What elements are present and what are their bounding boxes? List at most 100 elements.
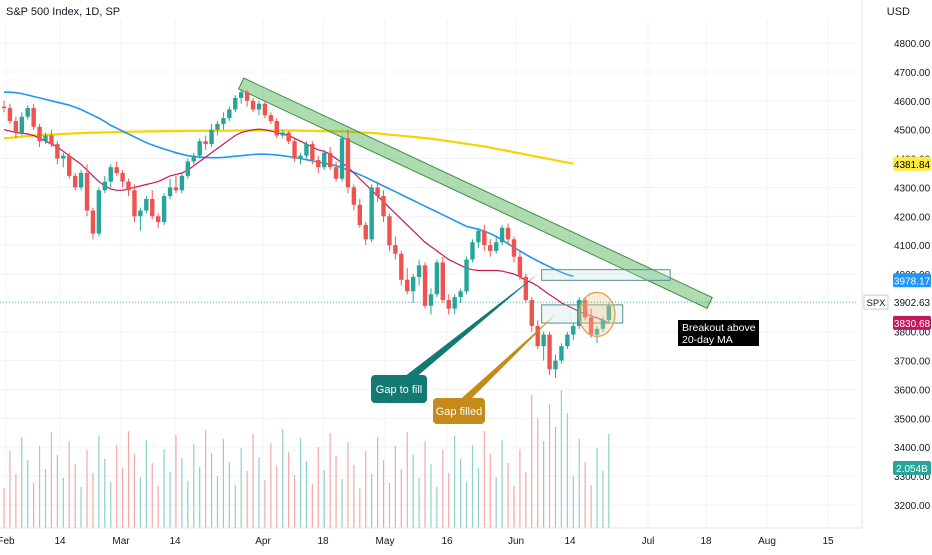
x-tick-label: 14 [564,536,576,547]
svg-text:Breakout above: Breakout above [682,322,756,334]
candles [1,89,612,378]
volume-bar [205,430,207,528]
candle-body [476,230,481,243]
candle-body [209,129,214,145]
volume-bar [169,472,171,528]
volume-bar [430,464,432,528]
ma200-line [3,129,574,165]
candle-body [155,216,161,223]
candle-body [393,245,398,254]
x-tick-label: 15 [822,536,834,547]
volume-bar [525,472,527,528]
volume-bar [80,487,82,528]
volume-bar [110,482,112,528]
x-tick-label: May [376,536,395,547]
candle-body [84,172,90,211]
volume-bar [442,450,444,528]
candle-body [102,181,108,191]
volume-bar [471,445,474,528]
volume-bar [228,462,230,528]
volume-bar [560,390,563,528]
y-tick-label: 4600.00 [894,97,931,108]
candle-body [535,325,540,347]
volume-bar [139,477,141,528]
volume-bar [127,431,130,528]
volume-bar [317,447,319,528]
candle-body [179,175,185,191]
candle-body [203,141,208,145]
candle-body [215,123,220,130]
candle-body [357,204,362,225]
candle-body [43,135,48,142]
price-tag-ma20-level: 3830.68 [893,315,931,330]
volume-bar [157,486,159,528]
volume-bar [62,478,64,528]
volume-bar [353,465,355,528]
candle-body [161,196,167,223]
volume-bar [311,484,313,528]
candle-body [523,276,529,300]
svg-text:2.054B: 2.054B [896,464,928,475]
gap-to-fill-label: Gap to fill [371,375,427,403]
volume-bar [21,437,23,528]
x-tick-label: 14 [54,536,66,547]
volume-bar [44,469,47,528]
volume-bar [258,457,260,528]
volume-bar [543,441,545,528]
trendline-channel [237,77,713,309]
gap-filled-label: Gap filled [433,398,485,424]
x-tick-label: Feb [0,536,15,547]
breakout-circle [578,291,616,338]
candle-body [173,187,179,191]
y-tick-label: 3800.00 [894,328,931,339]
candle-body [96,190,102,234]
x-tick-label: Jul [642,536,655,547]
volume-bar [365,451,367,528]
candle-body [327,152,333,168]
volume-bar [145,440,147,528]
volume-bar [460,459,462,528]
volume-bar [86,450,88,528]
candle-body [541,334,546,347]
candle-body [322,152,327,168]
candle-body [333,167,339,179]
x-tick-label: Mar [112,536,130,547]
volume-bar [104,459,106,528]
volume-bar [50,432,53,528]
volume-bar [240,448,242,528]
y-tick-label: 3200.00 [894,501,931,512]
candle-body [61,155,66,159]
y-tick-label: 4700.00 [894,68,931,79]
price-tag-current: 3902.63 SPX [863,294,931,310]
candle-body [369,187,374,240]
volume-bar [537,418,539,528]
candle-body [280,132,285,136]
volume-bar [477,468,479,528]
candle-body [547,334,552,370]
candle-body [132,190,137,217]
volume-bar [234,485,236,528]
volume-bar [329,433,331,528]
candle-body [298,155,303,159]
volume-bar [288,452,290,528]
volume-bar [15,474,17,528]
candle-body [505,227,511,240]
candle-body [464,259,469,292]
volume-bar [465,482,468,528]
candle-body [191,155,196,162]
candle-body [25,108,30,117]
volume-bar [276,466,278,528]
candle-body [49,135,54,145]
candle-body [31,108,36,127]
svg-text:Gap to fill: Gap to fill [376,384,422,396]
y-tick-label: 3600.00 [894,385,931,396]
volume-bar [347,442,349,528]
svg-text:Gap filled: Gap filled [436,406,482,418]
x-tick-label: 16 [441,536,453,547]
candle-body [221,118,226,124]
candle-body [144,198,149,211]
candle-body [571,325,576,335]
volume-bar [293,475,296,528]
